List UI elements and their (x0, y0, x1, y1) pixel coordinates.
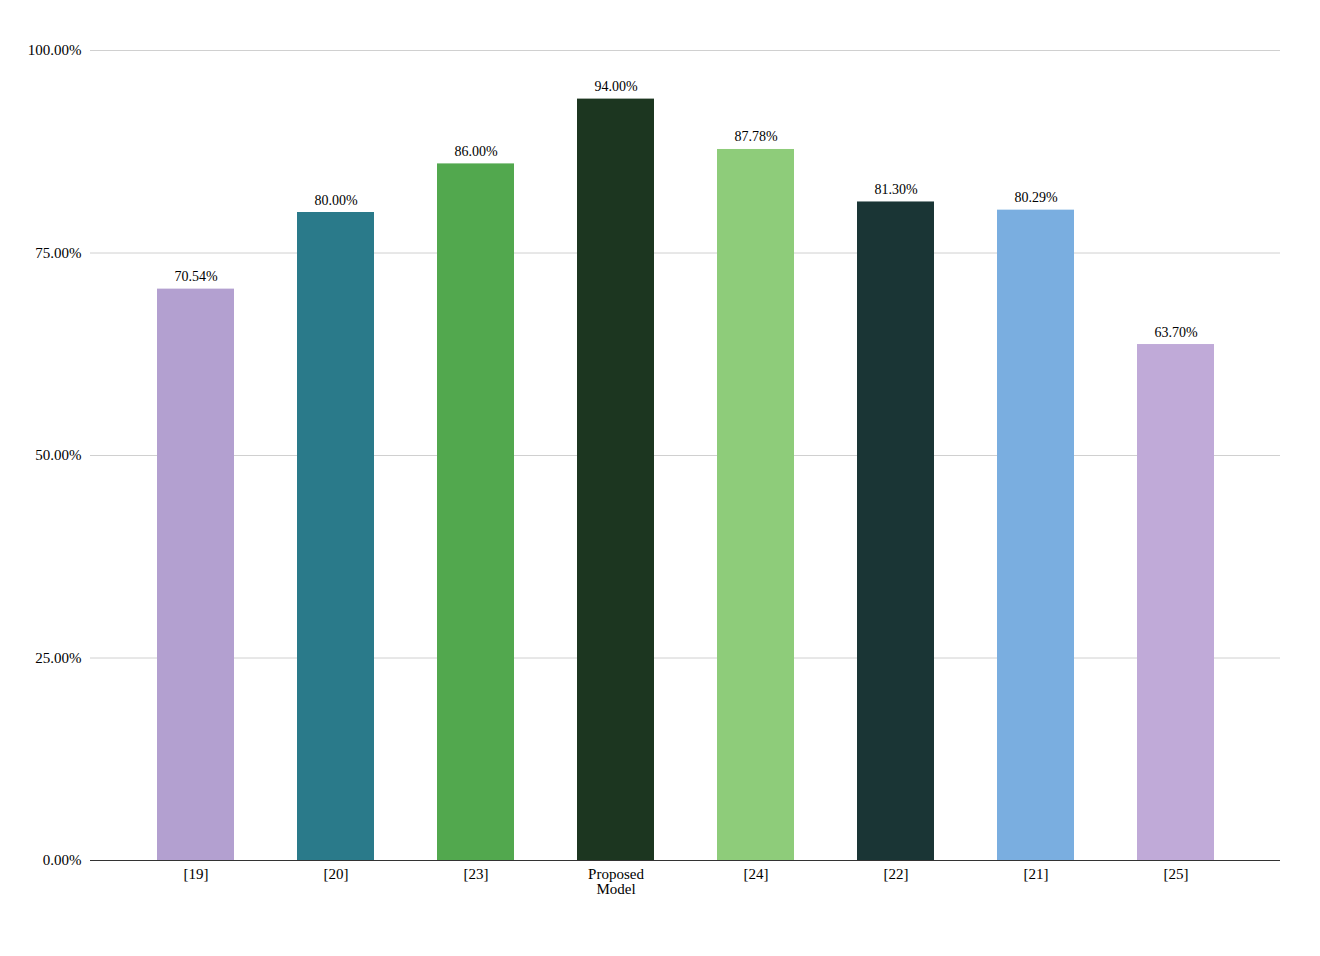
svg-text:[19]: [19] (184, 866, 209, 882)
svg-text:80.29%: 80.29% (1014, 190, 1058, 205)
svg-text:25.00%: 25.00% (35, 650, 81, 666)
svg-text:81.30%: 81.30% (874, 182, 918, 197)
svg-text:[25]: [25] (1164, 866, 1189, 882)
svg-text:[22]: [22] (884, 866, 909, 882)
svg-text:63.70%: 63.70% (1154, 325, 1198, 340)
svg-text:86.00%: 86.00% (454, 144, 498, 159)
svg-text:100.00%: 100.00% (28, 42, 82, 58)
svg-text:75.00%: 75.00% (35, 245, 81, 261)
svg-text:[24]: [24] (744, 866, 769, 882)
svg-text:[23]: [23] (464, 866, 489, 882)
svg-text:[21]: [21] (1024, 866, 1049, 882)
svg-text:0.00%: 0.00% (43, 852, 82, 868)
svg-text:87.78%: 87.78% (734, 129, 778, 144)
svg-text:[20]: [20] (324, 866, 349, 882)
svg-text:70.54%: 70.54% (174, 269, 218, 284)
svg-text:80.00%: 80.00% (314, 193, 358, 208)
svg-text:ProposedModel: ProposedModel (588, 866, 644, 897)
svg-text:50.00%: 50.00% (35, 447, 81, 463)
svg-text:94.00%: 94.00% (594, 79, 638, 94)
